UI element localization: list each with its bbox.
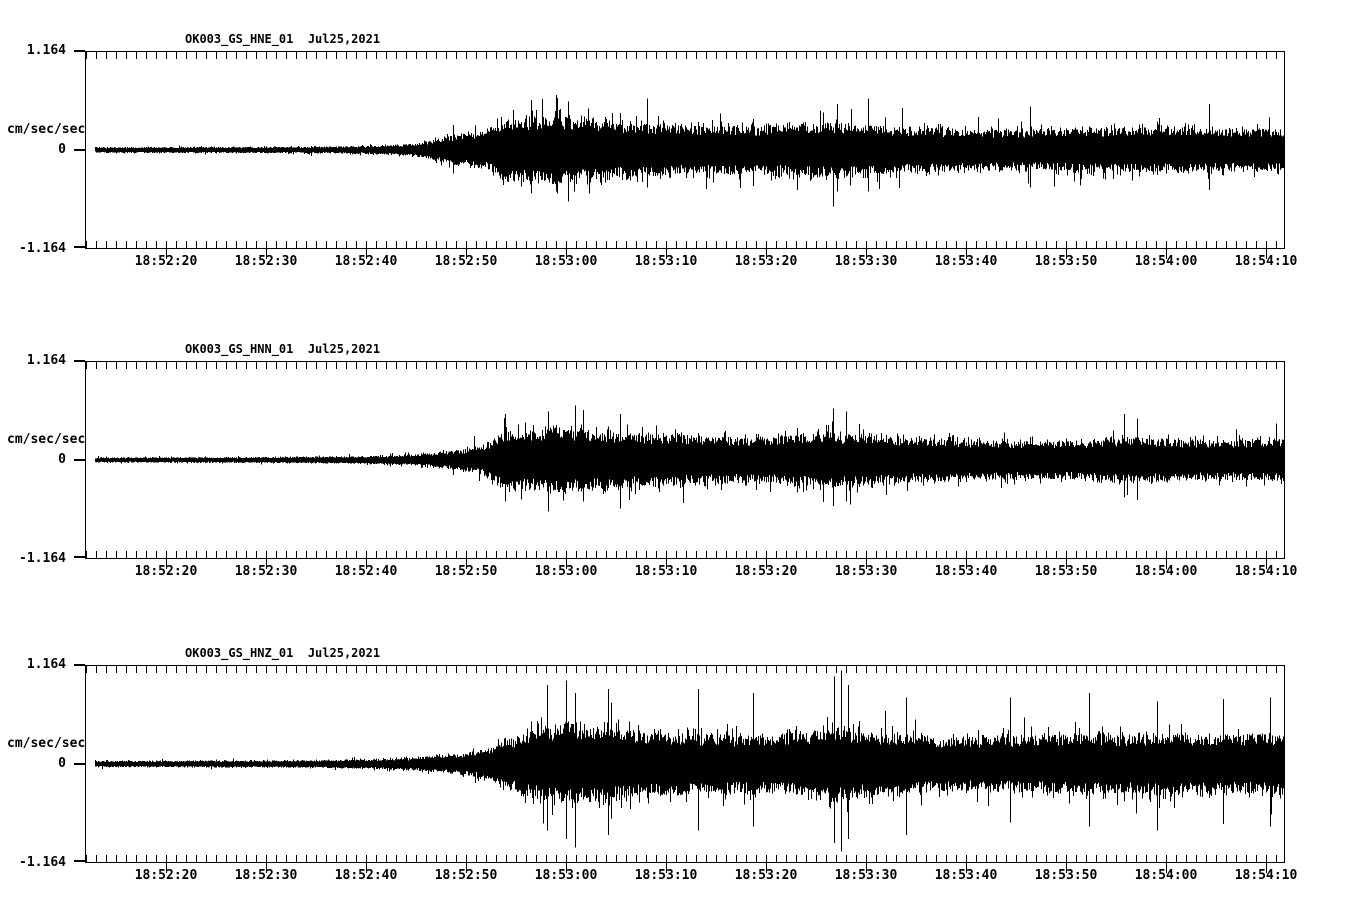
x-axis-tick-label: 18:52:50 <box>434 564 498 579</box>
seismogram-panel-hnn: OK003_GS_HNN_01 Jul25,2021 1.164 cm/sec/… <box>0 342 1358 578</box>
x-axis-tick-label: 18:53:00 <box>534 254 598 269</box>
waveform-area <box>85 665 1285 873</box>
y-axis-zero-label: 0 <box>58 142 66 157</box>
x-axis-tick-label: 18:54:00 <box>1134 254 1198 269</box>
y-axis-max-label: 1.164 <box>26 353 66 368</box>
x-axis-tick-label: 18:53:40 <box>934 564 998 579</box>
waveform-trace <box>95 405 1284 512</box>
x-axis-tick-label: 18:52:20 <box>134 868 198 883</box>
x-axis-tick-label: 18:53:50 <box>1034 868 1098 883</box>
x-axis-tick-label: 18:52:20 <box>134 254 198 269</box>
y-axis-max-tick <box>74 664 85 666</box>
x-axis-tick-label: 18:52:20 <box>134 564 198 579</box>
x-axis-tick-label: 18:53:30 <box>834 868 898 883</box>
x-axis-tick-label: 18:52:50 <box>434 254 498 269</box>
waveform-plot <box>86 666 1284 873</box>
waveform-area <box>85 51 1285 259</box>
y-axis-max-label: 1.164 <box>26 43 66 58</box>
axis-box <box>85 51 1285 249</box>
axis-box <box>85 665 1285 863</box>
x-axis-tick-label: 18:52:40 <box>334 254 398 269</box>
y-axis-max-tick <box>74 360 85 362</box>
x-axis-tick-label: 18:52:50 <box>434 868 498 883</box>
y-axis-min-tick <box>74 556 85 558</box>
y-axis-min-label: -1.164 <box>19 855 66 870</box>
y-axis-min-tick <box>74 246 85 248</box>
x-axis-tick-label: 18:53:40 <box>934 868 998 883</box>
y-axis-max-tick <box>74 50 85 52</box>
y-axis-zero-tick <box>74 149 85 151</box>
seismogram-panel-hnz: OK003_GS_HNZ_01 Jul25,2021 1.164 cm/sec/… <box>0 646 1358 882</box>
x-axis-tick-label: 18:53:40 <box>934 254 998 269</box>
axis-tick-marks <box>86 666 1277 873</box>
x-axis-tick-label: 18:53:10 <box>634 564 698 579</box>
x-axis-tick-label: 18:54:10 <box>1234 254 1298 269</box>
y-axis-max-label: 1.164 <box>26 657 66 672</box>
seismogram-panel-hne: OK003_GS_HNE_01 Jul25,2021 1.164 cm/sec/… <box>0 32 1358 268</box>
y-axis-zero-tick <box>74 763 85 765</box>
x-axis-tick-label: 18:53:00 <box>534 564 598 579</box>
x-axis-tick-label: 18:52:30 <box>234 254 298 269</box>
x-axis-tick-label: 18:53:50 <box>1034 564 1098 579</box>
axis-box <box>85 361 1285 559</box>
y-axis-min-tick <box>74 860 85 862</box>
y-axis-min-label: -1.164 <box>19 241 66 256</box>
y-axis-units-label: cm/sec/sec <box>7 122 86 137</box>
x-axis-tick-label: 18:53:20 <box>734 868 798 883</box>
panel-title: OK003_GS_HNZ_01 Jul25,2021 <box>185 646 381 660</box>
waveform-area <box>85 361 1285 569</box>
y-axis-zero-tick <box>74 459 85 461</box>
x-axis-tick-label: 18:52:40 <box>334 564 398 579</box>
x-axis-tick-label: 18:53:30 <box>834 254 898 269</box>
x-axis-tick-label: 18:53:10 <box>634 868 698 883</box>
x-axis-tick-label: 18:53:00 <box>534 868 598 883</box>
x-axis-tick-label: 18:53:10 <box>634 254 698 269</box>
x-axis-tick-label: 18:52:30 <box>234 868 298 883</box>
x-axis-tick-label: 18:54:00 <box>1134 868 1198 883</box>
panel-title: OK003_GS_HNN_01 Jul25,2021 <box>185 342 381 356</box>
waveform-plot <box>86 362 1284 569</box>
panel-title: OK003_GS_HNE_01 Jul25,2021 <box>185 32 381 46</box>
x-axis-tick-label: 18:53:30 <box>834 564 898 579</box>
x-axis-tick-label: 18:54:10 <box>1234 564 1298 579</box>
waveform-trace <box>95 95 1284 207</box>
axis-tick-marks <box>86 362 1277 569</box>
y-axis-units-label: cm/sec/sec <box>7 432 86 447</box>
axis-tick-marks <box>86 52 1277 259</box>
y-axis-min-label: -1.164 <box>19 551 66 566</box>
x-axis-tick-label: 18:54:10 <box>1234 868 1298 883</box>
x-axis-tick-label: 18:53:20 <box>734 254 798 269</box>
x-axis-tick-label: 18:53:50 <box>1034 254 1098 269</box>
y-axis-zero-label: 0 <box>58 452 66 467</box>
waveform-plot <box>86 52 1284 259</box>
x-axis-tick-label: 18:54:00 <box>1134 564 1198 579</box>
x-axis-tick-label: 18:52:40 <box>334 868 398 883</box>
x-axis-tick-label: 18:53:20 <box>734 564 798 579</box>
y-axis-zero-label: 0 <box>58 756 66 771</box>
y-axis-units-label: cm/sec/sec <box>7 736 86 751</box>
x-axis-tick-label: 18:52:30 <box>234 564 298 579</box>
waveform-trace <box>95 670 1284 852</box>
